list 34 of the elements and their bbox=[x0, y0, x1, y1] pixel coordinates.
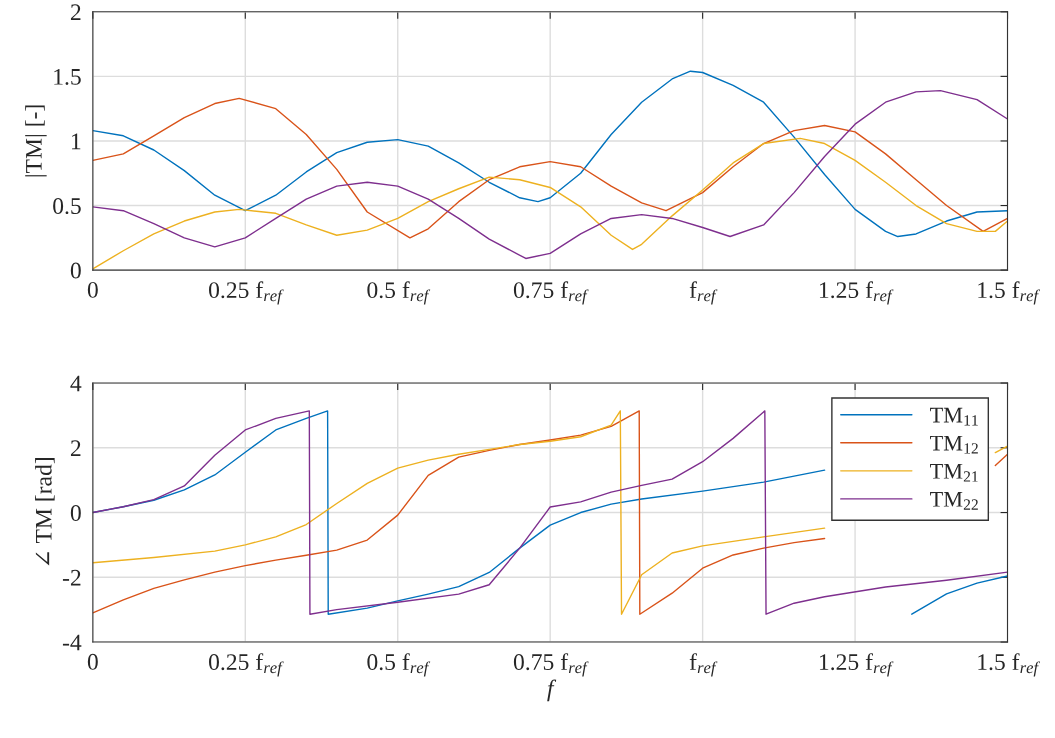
x-tick-label: 1.25 f$_{ref}$ bbox=[819, 653, 894, 677]
y-tick-label: 4 bbox=[70, 375, 82, 392]
y-tick-label: -2 bbox=[62, 569, 81, 586]
x-tick-label: f$_{ref}$ bbox=[689, 653, 718, 677]
y-tick-label: 2 bbox=[70, 4, 81, 20]
y-tick-label: 1.5 bbox=[54, 68, 81, 85]
y-tick-label: 0 bbox=[70, 262, 81, 279]
y-tick-label: 0 bbox=[70, 505, 81, 521]
x-tick-label: 0.5 f$_{ref}$ bbox=[367, 653, 431, 677]
y-tick-label: 0.5 bbox=[53, 198, 81, 215]
legend-label: TM$_{12}$ bbox=[930, 435, 978, 454]
legend-label: TM$_{22}$ bbox=[930, 492, 978, 510]
x-tick-label: 0.75 f$_{ref}$ bbox=[513, 653, 589, 677]
line-series bbox=[92, 97, 1008, 239]
y-tick-label: 2 bbox=[70, 440, 81, 456]
legend-label: TM$_{21}$ bbox=[930, 463, 978, 482]
y-tick-label: -4 bbox=[62, 634, 82, 651]
line-series bbox=[92, 70, 1008, 238]
x-tick-label: 0 bbox=[87, 653, 98, 670]
y-axis-title: |TM| [-] bbox=[25, 105, 47, 177]
legend-label: TM$_{11}$ bbox=[930, 407, 978, 426]
x-tick-label: 1.5 f$_{ref}$ bbox=[978, 281, 1040, 305]
y-tick-label: 1 bbox=[72, 133, 81, 150]
x-axis-title: f bbox=[547, 679, 557, 702]
y-axis-title: ∠ TM [rad] bbox=[35, 458, 55, 566]
x-tick-label: 1.25 f$_{ref}$ bbox=[819, 281, 894, 305]
x-tick-label: 0.25 f$_{ref}$ bbox=[209, 653, 284, 677]
x-tick-label: 0.75 f$_{ref}$ bbox=[513, 281, 589, 305]
line-series bbox=[92, 89, 1008, 260]
x-tick-label: f$_{ref}$ bbox=[689, 281, 718, 305]
x-tick-label: 0 bbox=[87, 281, 98, 298]
x-tick-label: 0.25 f$_{ref}$ bbox=[209, 281, 284, 305]
x-tick-label: 0.5 f$_{ref}$ bbox=[367, 281, 431, 305]
x-tick-label: 1.5 f$_{ref}$ bbox=[978, 653, 1040, 677]
